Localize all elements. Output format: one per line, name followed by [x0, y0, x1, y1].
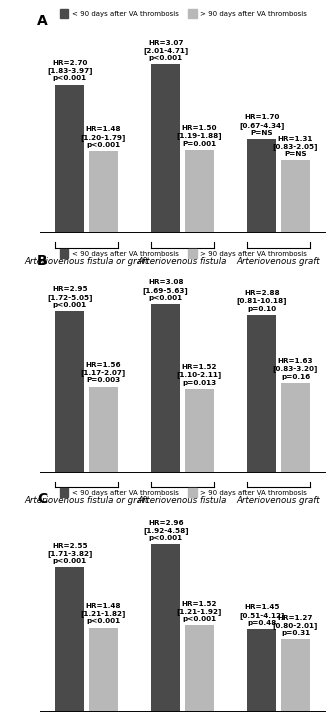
- Text: A: A: [37, 14, 48, 28]
- Bar: [55, 311, 84, 472]
- Bar: [60, 9, 68, 19]
- Text: HR=1.50
[1.19-1.88]
P=0.001: HR=1.50 [1.19-1.88] P=0.001: [177, 125, 222, 146]
- Bar: [151, 544, 180, 711]
- Bar: [55, 567, 84, 711]
- Bar: [55, 85, 84, 232]
- Text: < 90 days after VA thrombosis: < 90 days after VA thrombosis: [72, 11, 179, 17]
- Bar: [60, 249, 68, 258]
- Text: Arteriovenous fistula: Arteriovenous fistula: [138, 256, 227, 266]
- Text: HR=3.08
[1.69-5.63]
p<0.001: HR=3.08 [1.69-5.63] p<0.001: [143, 279, 189, 301]
- Text: HR=1.63
[0.83-3.20]
p=0.16: HR=1.63 [0.83-3.20] p=0.16: [273, 358, 318, 380]
- Text: B: B: [37, 253, 48, 268]
- Text: HR=3.07
[2.01-4.71]
p<0.001: HR=3.07 [2.01-4.71] p<0.001: [143, 39, 188, 61]
- Bar: [247, 629, 276, 711]
- Text: > 90 days after VA thrombosis: > 90 days after VA thrombosis: [200, 251, 307, 257]
- Text: < 90 days after VA thrombosis: < 90 days after VA thrombosis: [72, 251, 179, 257]
- Bar: [89, 387, 118, 472]
- Bar: [281, 383, 310, 472]
- Bar: [185, 625, 214, 711]
- Bar: [247, 139, 276, 232]
- Bar: [188, 249, 197, 258]
- Text: Arteriovenous fistula: Arteriovenous fistula: [138, 496, 227, 505]
- Bar: [185, 150, 214, 232]
- Bar: [60, 488, 68, 497]
- Bar: [188, 488, 197, 497]
- Text: HR=1.48
[1.21-1.82]
p<0.001: HR=1.48 [1.21-1.82] p<0.001: [81, 603, 126, 624]
- Text: HR=2.70
[1.83-3.97]
p<0.001: HR=2.70 [1.83-3.97] p<0.001: [47, 60, 92, 81]
- Text: HR=1.52
[1.10-2.11]
p=0.013: HR=1.52 [1.10-2.11] p=0.013: [177, 364, 222, 386]
- Text: HR=1.70
[0.67-4.34]
P=NS: HR=1.70 [0.67-4.34] P=NS: [239, 114, 285, 136]
- Text: HR=2.55
[1.71-3.82]
p<0.001: HR=2.55 [1.71-3.82] p<0.001: [47, 543, 92, 564]
- Bar: [151, 304, 180, 472]
- Text: HR=1.45
[0.51-4.12]
p=0.48: HR=1.45 [0.51-4.12] p=0.48: [239, 605, 285, 626]
- Bar: [188, 9, 197, 19]
- Text: HR=1.27
[0.80-2.01]
p=0.31: HR=1.27 [0.80-2.01] p=0.31: [273, 615, 318, 636]
- Text: HR=2.88
[0.81-10.18]
p=0.10: HR=2.88 [0.81-10.18] p=0.10: [236, 290, 287, 312]
- Text: Arteriovenous fistula or graft: Arteriovenous fistula or graft: [25, 496, 149, 505]
- Text: HR=1.48
[1.20-1.79]
p<0.001: HR=1.48 [1.20-1.79] p<0.001: [81, 126, 126, 148]
- Text: HR=1.31
[0.83-2.05]
P=NS: HR=1.31 [0.83-2.05] P=NS: [273, 136, 318, 157]
- Bar: [247, 315, 276, 472]
- Text: HR=1.56
[1.17-2.07]
P=0.003: HR=1.56 [1.17-2.07] P=0.003: [81, 362, 126, 383]
- Bar: [89, 628, 118, 711]
- Bar: [281, 160, 310, 232]
- Bar: [185, 389, 214, 472]
- Text: > 90 days after VA thrombosis: > 90 days after VA thrombosis: [200, 490, 307, 495]
- Bar: [281, 640, 310, 711]
- Text: HR=2.96
[1.92-4.58]
p<0.001: HR=2.96 [1.92-4.58] p<0.001: [143, 520, 189, 541]
- Bar: [89, 151, 118, 232]
- Bar: [151, 65, 180, 232]
- Text: Arteriovenous fistula or graft: Arteriovenous fistula or graft: [25, 256, 149, 266]
- Text: Arteriovenous graft: Arteriovenous graft: [237, 496, 320, 505]
- Text: < 90 days after VA thrombosis: < 90 days after VA thrombosis: [72, 490, 179, 495]
- Text: HR=2.95
[1.72-5.05]
p<0.001: HR=2.95 [1.72-5.05] p<0.001: [47, 286, 92, 308]
- Text: HR=1.52
[1.21-1.92]
p<0.001: HR=1.52 [1.21-1.92] p<0.001: [177, 600, 222, 622]
- Text: C: C: [37, 492, 47, 506]
- Text: > 90 days after VA thrombosis: > 90 days after VA thrombosis: [200, 11, 307, 17]
- Text: Arteriovenous graft: Arteriovenous graft: [237, 256, 320, 266]
